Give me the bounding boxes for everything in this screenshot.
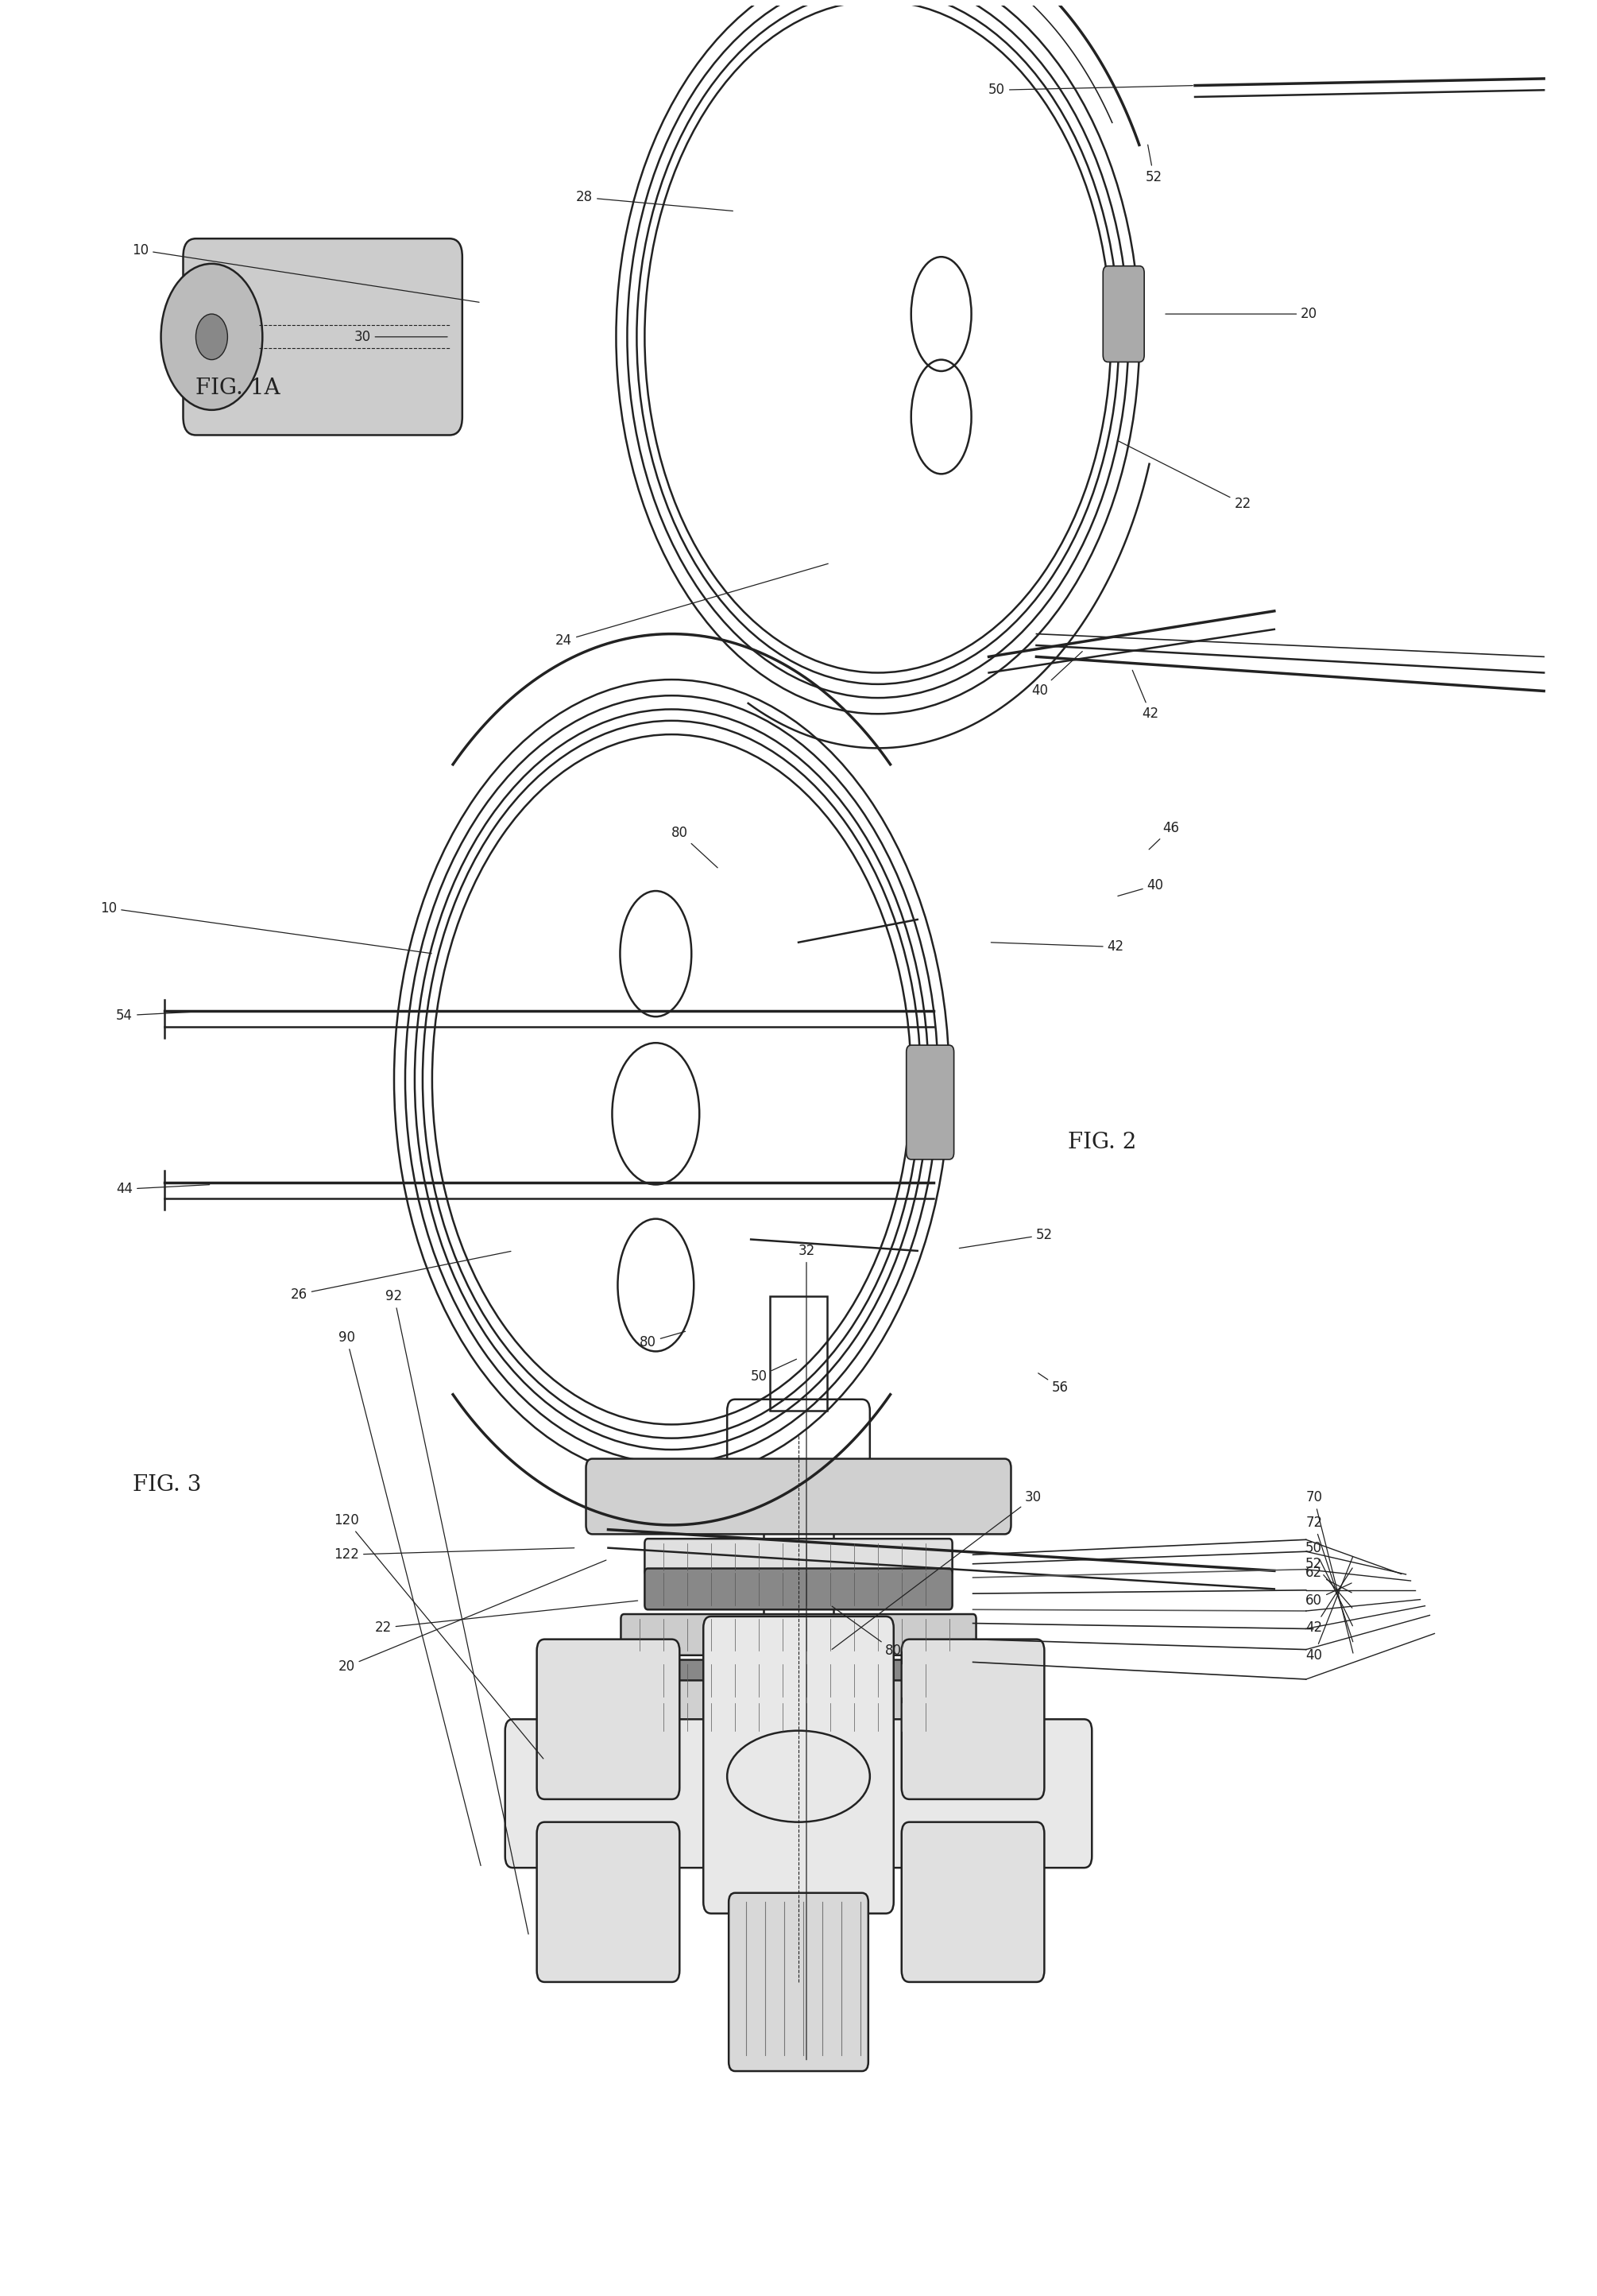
Text: 80: 80 <box>832 1607 902 1658</box>
Text: 80: 80 <box>639 1332 685 1350</box>
Text: 28: 28 <box>577 191 733 211</box>
Text: FIG. 1A: FIG. 1A <box>196 377 281 400</box>
FancyBboxPatch shape <box>537 1823 680 1981</box>
Text: 40: 40 <box>1032 652 1083 698</box>
FancyBboxPatch shape <box>645 1660 952 1701</box>
Text: 50: 50 <box>989 83 1193 96</box>
Text: 32: 32 <box>798 1244 814 2060</box>
Text: 20: 20 <box>1166 308 1318 321</box>
Text: 30: 30 <box>355 331 447 344</box>
Text: 22: 22 <box>1118 441 1250 510</box>
Text: 40: 40 <box>1118 877 1164 895</box>
Text: 80: 80 <box>671 827 717 868</box>
FancyBboxPatch shape <box>621 1614 976 1655</box>
Text: FIG. 3: FIG. 3 <box>133 1474 201 1495</box>
Circle shape <box>196 315 227 360</box>
Text: 52: 52 <box>960 1228 1052 1249</box>
Text: 42: 42 <box>992 939 1124 955</box>
Text: 62: 62 <box>1305 1566 1351 1593</box>
Text: 120: 120 <box>334 1513 543 1759</box>
FancyBboxPatch shape <box>902 1823 1044 1981</box>
Text: 10: 10 <box>101 900 431 953</box>
FancyBboxPatch shape <box>586 1681 1011 1756</box>
FancyBboxPatch shape <box>902 1639 1044 1800</box>
FancyBboxPatch shape <box>505 1720 1092 1867</box>
Text: 60: 60 <box>1306 1582 1351 1607</box>
Text: 20: 20 <box>339 1559 607 1674</box>
Text: 52: 52 <box>1305 1557 1353 1607</box>
Text: 54: 54 <box>117 1008 209 1022</box>
Text: 42: 42 <box>1132 670 1159 721</box>
Text: 52: 52 <box>1145 145 1163 184</box>
FancyBboxPatch shape <box>703 1616 894 1913</box>
Text: 50: 50 <box>1306 1541 1353 1626</box>
Text: 92: 92 <box>386 1290 529 1933</box>
Text: 30: 30 <box>832 1490 1041 1649</box>
Text: 22: 22 <box>375 1600 637 1635</box>
Bar <box>770 1297 827 1410</box>
Text: 122: 122 <box>334 1548 575 1561</box>
FancyBboxPatch shape <box>1104 266 1143 363</box>
FancyBboxPatch shape <box>586 1458 1011 1534</box>
Text: 44: 44 <box>117 1182 209 1196</box>
Text: 90: 90 <box>339 1329 481 1867</box>
FancyBboxPatch shape <box>537 1639 680 1800</box>
Text: 42: 42 <box>1305 1568 1353 1635</box>
Text: 40: 40 <box>1306 1557 1353 1662</box>
FancyBboxPatch shape <box>645 1699 952 1736</box>
Text: FIG. 2: FIG. 2 <box>1068 1132 1137 1153</box>
Bar <box>763 1479 834 1936</box>
Circle shape <box>161 264 262 411</box>
Text: 24: 24 <box>556 563 829 647</box>
Text: 56: 56 <box>1038 1373 1068 1396</box>
Text: 26: 26 <box>291 1251 511 1302</box>
FancyBboxPatch shape <box>728 1892 869 2071</box>
Text: 50: 50 <box>751 1359 797 1384</box>
Text: 46: 46 <box>1148 822 1180 850</box>
FancyBboxPatch shape <box>907 1045 953 1159</box>
FancyBboxPatch shape <box>645 1538 952 1575</box>
Text: 10: 10 <box>133 243 479 303</box>
Text: 72: 72 <box>1305 1515 1353 1642</box>
FancyBboxPatch shape <box>184 239 462 434</box>
Text: 70: 70 <box>1306 1490 1353 1653</box>
FancyBboxPatch shape <box>645 1568 952 1609</box>
